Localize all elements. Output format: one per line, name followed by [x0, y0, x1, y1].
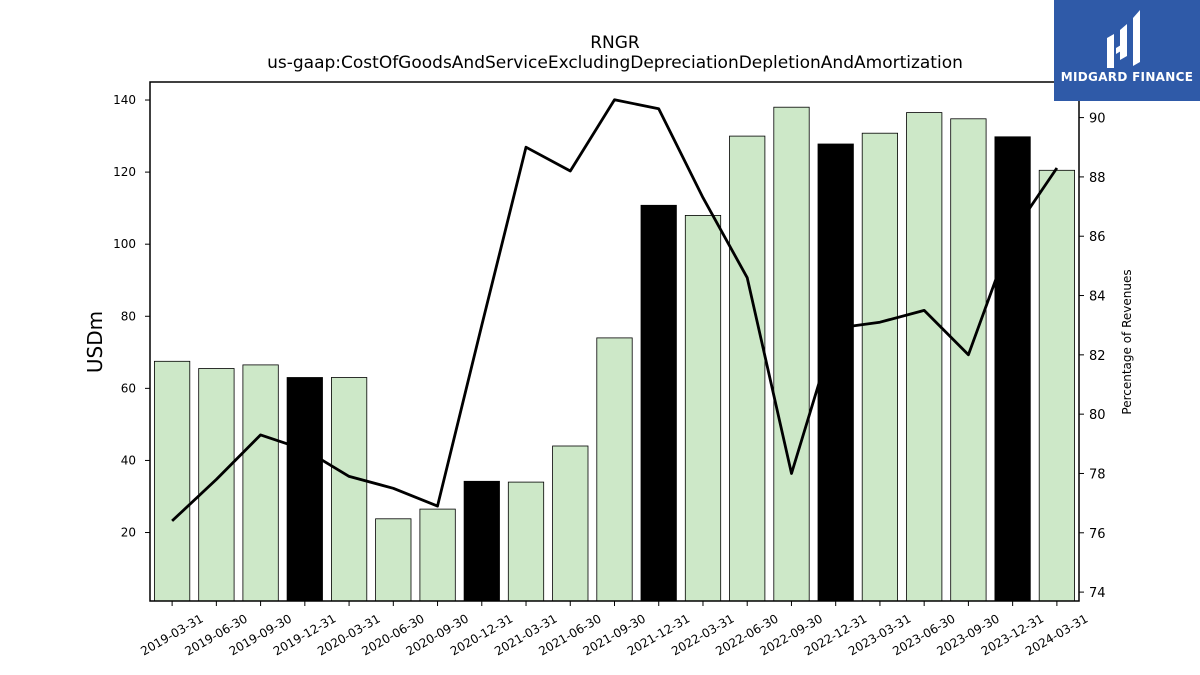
y2-axis-label: Percentage of Revenues	[1120, 269, 1134, 414]
y2-tick-label: 88	[1089, 171, 1106, 186]
bar	[684, 214, 722, 602]
bar	[419, 508, 456, 602]
bar	[950, 118, 987, 602]
y-axis-right: 74 76 78 80 82 84 86 88 90	[1079, 112, 1106, 601]
y2-tick-label: 84	[1089, 290, 1106, 305]
y-tick-label: 60	[121, 381, 136, 395]
y2-tick-label: 90	[1089, 112, 1106, 127]
y-axis-left: 20 40 60 80 100 120 140	[113, 93, 150, 540]
bar	[994, 136, 1031, 602]
bar	[729, 135, 766, 602]
bar	[817, 143, 854, 602]
y-tick-label: 40	[121, 453, 136, 467]
line-series-path	[171, 98, 1059, 522]
bar	[463, 480, 500, 602]
bar-series	[153, 106, 1075, 602]
y-axis-label: USDm	[83, 311, 107, 373]
y2-tick-label: 78	[1089, 467, 1106, 482]
y-tick-label: 120	[113, 165, 136, 179]
bar	[906, 112, 943, 602]
y-tick-label: 20	[121, 526, 136, 540]
bar	[507, 481, 545, 602]
y2-tick-label: 86	[1089, 230, 1106, 245]
y-tick-label: 100	[113, 237, 136, 251]
logo-text: MIDGARD FINANCE	[1060, 70, 1194, 84]
chart-title: RNGR	[590, 33, 640, 53]
chart-subtitle: us-gaap:CostOfGoodsAndServiceExcludingDe…	[267, 53, 963, 73]
bar	[773, 106, 810, 602]
x-axis: 2019-03-312019-06-302019-09-302019-12-31…	[138, 601, 1090, 658]
y-tick-label: 80	[121, 309, 136, 323]
bar	[596, 337, 633, 602]
bar	[861, 132, 899, 602]
bar	[242, 364, 279, 602]
y2-tick-label: 76	[1089, 527, 1106, 542]
bar	[640, 204, 677, 602]
bar	[375, 518, 412, 602]
bar	[552, 445, 589, 602]
line-series	[171, 98, 1059, 522]
bar	[286, 377, 323, 602]
bar	[198, 368, 235, 602]
bar	[330, 377, 368, 602]
bar	[1038, 169, 1075, 602]
midgard-logo-icon	[1107, 10, 1140, 68]
bar	[153, 360, 191, 602]
y2-tick-label: 80	[1089, 408, 1106, 423]
y-tick-label: 140	[113, 93, 136, 107]
logo: MIDGARD FINANCE	[1054, 0, 1200, 101]
y2-tick-label: 74	[1089, 586, 1106, 601]
y2-tick-label: 82	[1089, 349, 1106, 364]
